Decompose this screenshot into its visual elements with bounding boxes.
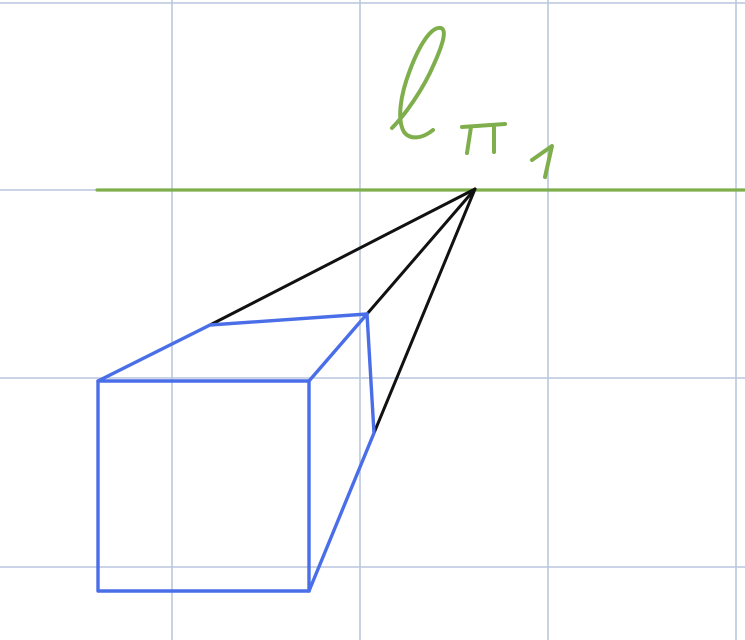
cube: [96, 312, 376, 593]
label-letter-ell: [390, 25, 446, 140]
horizon-label: [390, 25, 554, 179]
cube-front-face: [96, 379, 311, 593]
vanishing-line: [365, 187, 477, 316]
cube-side-face: [307, 312, 376, 593]
vanishing-line: [372, 187, 477, 435]
vanishing-lines: [208, 187, 477, 435]
label-letter-pi: [460, 122, 507, 155]
cube-top-face: [96, 312, 369, 383]
label-digit-one: [530, 144, 554, 179]
vanishing-line: [208, 187, 477, 327]
